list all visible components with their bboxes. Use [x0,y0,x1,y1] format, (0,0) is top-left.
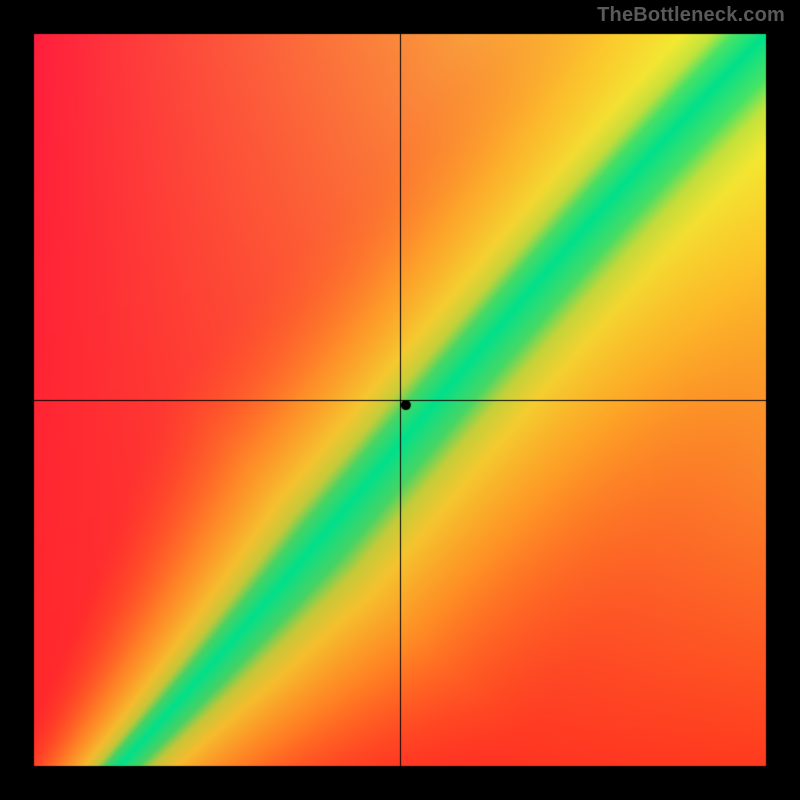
watermark-text: TheBottleneck.com [597,4,785,27]
bottleneck-heatmap [0,0,800,800]
heatmap-container: TheBottleneck.com [0,0,800,800]
